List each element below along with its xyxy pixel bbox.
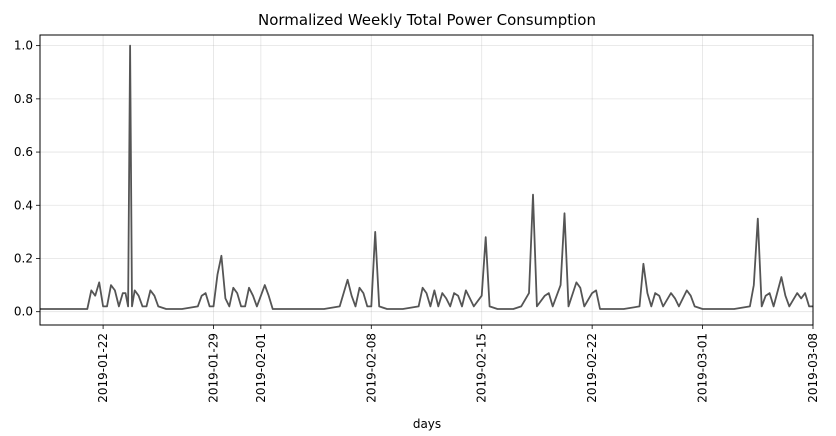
x-tick-label: 2019-02-01: [254, 333, 268, 403]
grid-layer: [40, 35, 814, 325]
x-tick-label: 2019-02-08: [364, 333, 378, 403]
x-tick-label: 2019-03-08: [806, 333, 820, 403]
series-layer: [40, 44, 813, 310]
y-tick-label: 0.4: [14, 198, 33, 212]
chart-title: Normalized Weekly Total Power Consumptio…: [258, 11, 596, 29]
y-tick-label: 0.8: [14, 92, 33, 106]
x-tick-label: 2019-01-29: [207, 333, 221, 403]
x-axis-label: days: [413, 417, 441, 431]
y-tick-label: 1.0: [14, 39, 33, 53]
x-axis: 2019-01-22 2019-01-29 2019-02-01 2019-02-08…: [96, 325, 820, 403]
y-tick-label: 0.2: [14, 251, 33, 265]
x-tick-label: 2019-03-01: [696, 333, 710, 403]
y-axis: 0.0 0.2 0.4 0.6 0.8 1.0: [14, 39, 40, 319]
series-line: [40, 44, 813, 310]
y-tick-label: 0.0: [14, 305, 33, 319]
x-tick-label: 2019-01-22: [96, 333, 110, 403]
y-tick-label: 0.6: [14, 145, 33, 159]
plot-frame: [39, 34, 814, 326]
x-tick-label: 2019-02-15: [475, 333, 489, 403]
x-tick-label: 2019-02-22: [585, 333, 599, 403]
